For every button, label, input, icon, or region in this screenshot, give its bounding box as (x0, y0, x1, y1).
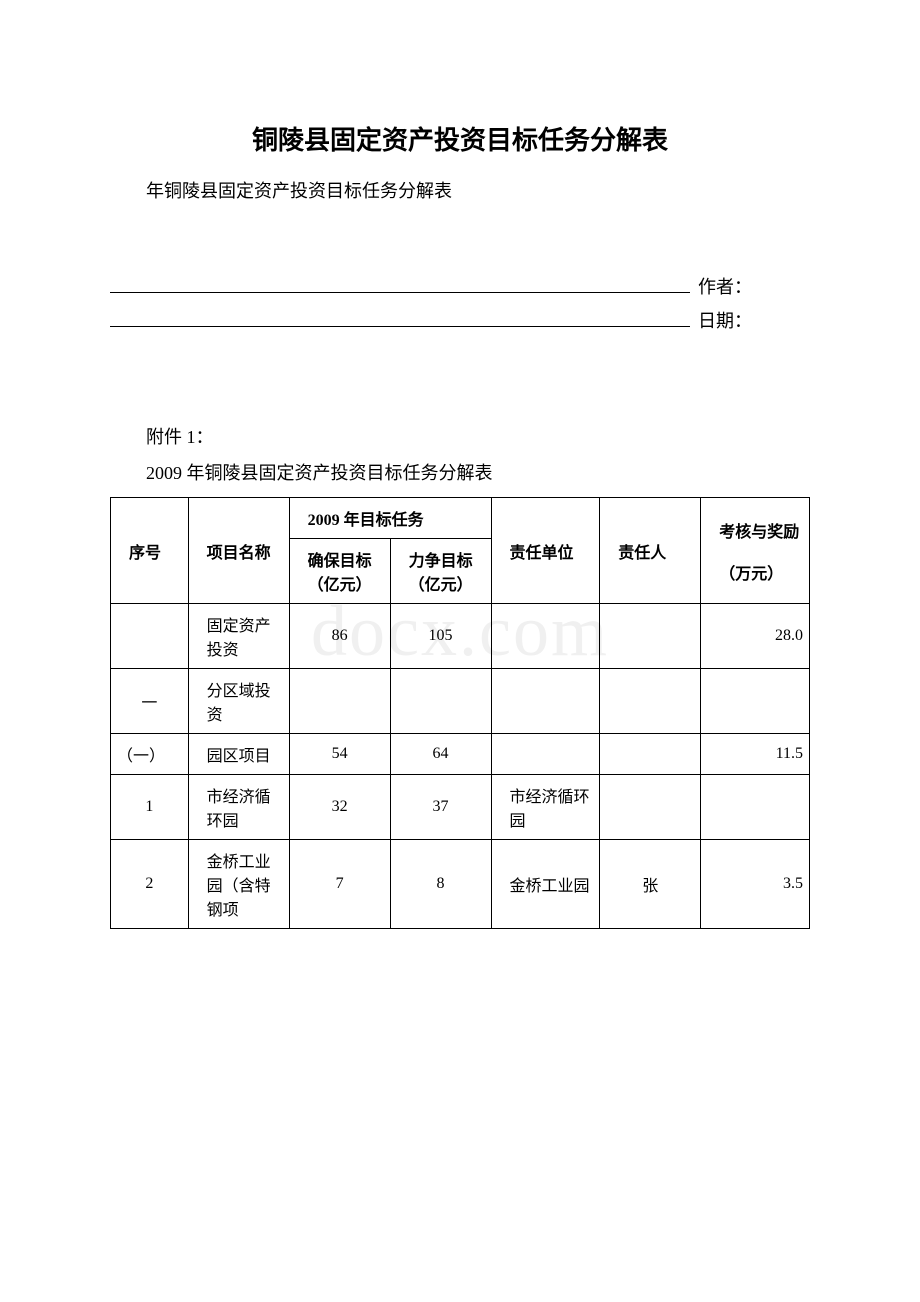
main-title: 铜陵县固定资产投资目标任务分解表 (110, 120, 810, 157)
meta-section: 作者： 日期： (110, 273, 810, 333)
cell-t1: 54 (289, 734, 390, 775)
cell-t2 (390, 669, 491, 734)
author-line: 作者： (110, 273, 810, 299)
author-label: 作者： (698, 273, 752, 299)
th-reward-text: 考核与奖励 (719, 524, 799, 541)
cell-seq: 一 (111, 669, 189, 734)
cell-unit: 市经济循环园 (491, 775, 600, 840)
cell-t2: 64 (390, 734, 491, 775)
table-row: 2 金桥工业园（含特钢项 7 8 金桥工业园 张 3.5 (111, 840, 810, 929)
th-target1: 确保目标（亿元） (289, 539, 390, 604)
header-row-1: 序号 项目名称 2009 年目标任务 责任单位 责任人 考核与奖励 （万元） (111, 498, 810, 539)
cell-t1: 32 (289, 775, 390, 840)
th-reward: 考核与奖励 （万元） (701, 498, 810, 604)
cell-person: 张 (600, 840, 701, 929)
th-reward-unit: （万元） (719, 566, 783, 583)
cell-seq: 1 (111, 775, 189, 840)
cell-t2: 105 (390, 604, 491, 669)
cell-unit: 金桥工业园 (491, 840, 600, 929)
table-row: 1 市经济循环园 32 37 市经济循环园 (111, 775, 810, 840)
cell-person (600, 604, 701, 669)
document-content: 铜陵县固定资产投资目标任务分解表 年铜陵县固定资产投资目标任务分解表 作者： 日… (110, 120, 810, 929)
th-target2: 力争目标（亿元） (390, 539, 491, 604)
cell-reward: 3.5 (701, 840, 810, 929)
cell-t1: 86 (289, 604, 390, 669)
cell-seq: （一） (111, 734, 189, 775)
table-row: （一） 园区项目 54 64 11.5 (111, 734, 810, 775)
cell-name: 固定资产投资 (188, 604, 289, 669)
cell-person (600, 775, 701, 840)
cell-reward: 11.5 (701, 734, 810, 775)
th-name: 项目名称 (188, 498, 289, 604)
cell-unit (491, 669, 600, 734)
cell-name: 分区域投资 (188, 669, 289, 734)
th-unit: 责任单位 (491, 498, 600, 604)
table-title: 2009 年铜陵县固定资产投资目标任务分解表 (110, 459, 810, 485)
cell-person (600, 734, 701, 775)
cell-t1: 7 (289, 840, 390, 929)
cell-t2: 8 (390, 840, 491, 929)
cell-reward (701, 669, 810, 734)
attachment-label: 附件 1： (110, 423, 810, 449)
th-seq: 序号 (111, 498, 189, 604)
cell-seq (111, 604, 189, 669)
cell-name: 金桥工业园（含特钢项 (188, 840, 289, 929)
table-row: 固定资产投资 86 105 28.0 (111, 604, 810, 669)
date-line: 日期： (110, 307, 810, 333)
cell-seq: 2 (111, 840, 189, 929)
cell-unit (491, 734, 600, 775)
cell-unit (491, 604, 600, 669)
cell-reward: 28.0 (701, 604, 810, 669)
cell-t2: 37 (390, 775, 491, 840)
cell-person (600, 669, 701, 734)
th-person: 责任人 (600, 498, 701, 604)
cell-reward (701, 775, 810, 840)
cell-name: 园区项目 (188, 734, 289, 775)
cell-name: 市经济循环园 (188, 775, 289, 840)
th-target-group: 2009 年目标任务 (289, 498, 491, 539)
investment-table: 序号 项目名称 2009 年目标任务 责任单位 责任人 考核与奖励 （万元） 确… (110, 497, 810, 929)
cell-t1 (289, 669, 390, 734)
date-label: 日期： (698, 307, 752, 333)
subtitle: 年铜陵县固定资产投资目标任务分解表 (110, 177, 810, 203)
table-row: 一 分区域投资 (111, 669, 810, 734)
